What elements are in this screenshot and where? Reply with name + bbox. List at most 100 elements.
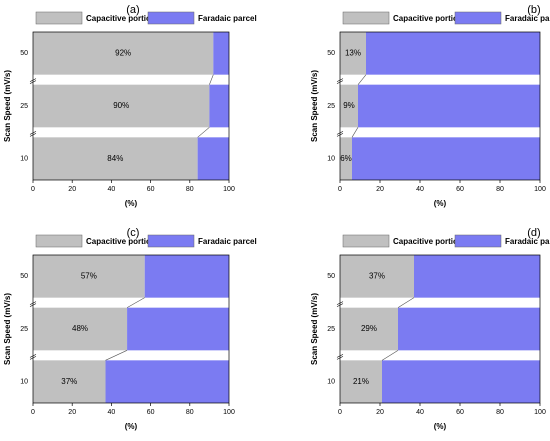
x-tick-label: 60 <box>456 409 464 416</box>
plot-frame <box>339 31 541 181</box>
x-tick-label: 20 <box>376 186 384 193</box>
bar-segment <box>213 32 229 75</box>
bar-segment <box>33 84 210 128</box>
bar-segment <box>340 307 398 351</box>
x-tick-label: 0 <box>31 186 35 193</box>
data-label: 13% <box>345 48 361 57</box>
panel-label: (d) <box>527 227 540 239</box>
bar-segment <box>33 32 214 75</box>
legend-label: Faradaic parcel <box>505 237 550 246</box>
y-tick-label: 50 <box>327 50 335 57</box>
bar-segment <box>382 360 540 403</box>
x-axis-label: (%) <box>125 422 138 431</box>
bar-segment <box>127 307 229 351</box>
bar-segment <box>340 360 382 403</box>
data-label: 29% <box>361 324 377 333</box>
x-tick-label: 40 <box>108 186 116 193</box>
x-tick-label: 20 <box>68 409 76 416</box>
bar-segment <box>358 84 540 128</box>
y-tick-label: 10 <box>20 156 28 163</box>
legend-label: Capacitive portion <box>86 237 156 246</box>
x-axis-label: (%) <box>434 422 447 431</box>
y-tick-label: 10 <box>327 379 335 386</box>
y-axis-label: Scan Speed (mV/s) <box>310 293 319 365</box>
legend-label: Faradaic parcel <box>505 14 550 23</box>
bar-segment <box>340 137 352 180</box>
data-label: 92% <box>115 48 131 57</box>
x-tick-label: 60 <box>147 186 155 193</box>
legend-swatch <box>342 234 390 248</box>
connector <box>209 74 214 85</box>
y-tick-label: 50 <box>20 50 28 57</box>
y-tick-label: 25 <box>327 103 335 110</box>
x-tick-label: 20 <box>376 409 384 416</box>
data-label: 21% <box>353 377 369 386</box>
x-tick-label: 40 <box>108 409 116 416</box>
x-tick-label: 80 <box>186 186 194 193</box>
panel-label: (b) <box>527 4 540 16</box>
data-label: 48% <box>72 324 88 333</box>
x-tick-label: 80 <box>186 409 194 416</box>
x-tick-label: 60 <box>456 186 464 193</box>
bar-segment <box>33 307 128 351</box>
connector <box>197 127 210 138</box>
x-tick-label: 80 <box>496 409 504 416</box>
data-label: 37% <box>61 377 77 386</box>
connector <box>357 74 367 85</box>
legend-label: Faradaic parcel <box>198 14 257 23</box>
panel-label: (c) <box>127 227 140 239</box>
plot-frame <box>339 254 541 404</box>
connector <box>126 297 145 308</box>
x-tick-label: 100 <box>534 186 546 193</box>
x-tick-label: 0 <box>338 186 342 193</box>
bar-segment <box>366 32 540 75</box>
data-label: 57% <box>81 271 97 280</box>
legend-swatch <box>454 234 502 248</box>
x-tick-label: 80 <box>496 186 504 193</box>
x-tick-label: 100 <box>223 409 235 416</box>
data-label: 37% <box>369 271 385 280</box>
legend-label: Capacitive portion <box>86 14 156 23</box>
legend-swatch <box>342 11 390 25</box>
y-axis-label: Scan Speed (mV/s) <box>3 70 12 142</box>
bar-segment <box>398 307 540 351</box>
x-axis-label: (%) <box>434 199 447 208</box>
x-tick-label: 100 <box>534 409 546 416</box>
data-label: 6% <box>340 154 352 163</box>
y-tick-label: 25 <box>20 103 28 110</box>
bar-segment <box>33 255 145 298</box>
y-tick-label: 25 <box>327 326 335 333</box>
bar-segment <box>209 84 229 128</box>
plot-frame <box>32 254 230 404</box>
bar-segment <box>105 360 229 403</box>
legend-label: Capacitive portion <box>393 237 463 246</box>
y-tick-label: 25 <box>20 326 28 333</box>
bar-segment <box>352 137 540 180</box>
data-label: 84% <box>107 154 123 163</box>
legend-swatch <box>35 11 83 25</box>
data-label: 9% <box>343 101 355 110</box>
x-tick-label: 20 <box>68 186 76 193</box>
connector <box>105 350 128 361</box>
bar-segment <box>340 32 366 75</box>
x-tick-label: 60 <box>147 409 155 416</box>
bar-segment <box>340 255 414 298</box>
data-label: 90% <box>113 101 129 110</box>
bar-segment <box>144 255 229 298</box>
x-tick-label: 40 <box>416 409 424 416</box>
plot-frame <box>32 31 230 181</box>
bar-segment <box>414 255 540 298</box>
x-tick-label: 0 <box>338 409 342 416</box>
legend-label: Faradaic parcel <box>198 237 257 246</box>
y-axis-label: Scan Speed (mV/s) <box>310 70 319 142</box>
legend-swatch <box>147 234 195 248</box>
legend-swatch <box>147 11 195 25</box>
y-tick-label: 10 <box>20 379 28 386</box>
y-tick-label: 50 <box>20 273 28 280</box>
y-tick-label: 10 <box>327 156 335 163</box>
panel-label: (a) <box>126 4 139 16</box>
legend-swatch <box>454 11 502 25</box>
x-tick-label: 100 <box>223 186 235 193</box>
legend-label: Capacitive portion <box>393 14 463 23</box>
